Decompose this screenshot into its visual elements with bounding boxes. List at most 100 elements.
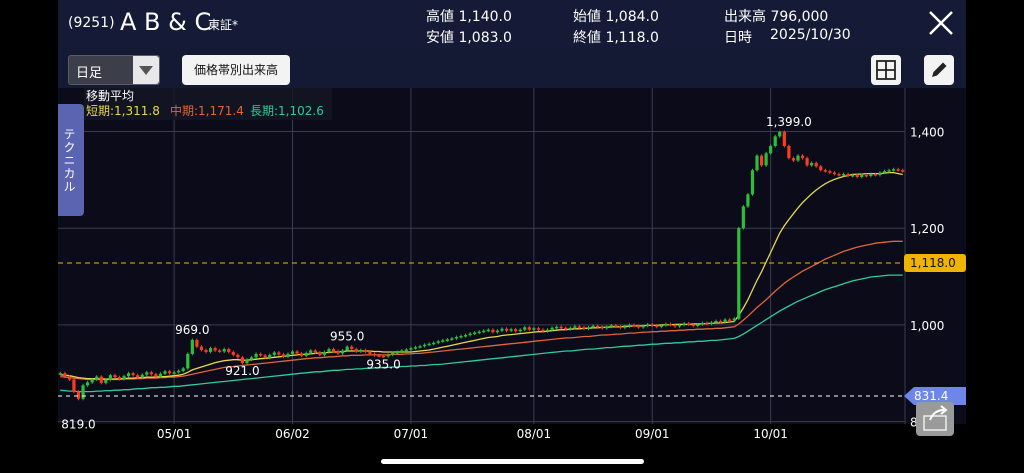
x-tick-label: 06/02 <box>275 427 310 441</box>
candle-body <box>518 329 522 332</box>
candle-body <box>140 374 144 378</box>
candle-body <box>295 351 299 354</box>
candle-body <box>828 171 832 173</box>
current-price-label: 1,118.0 <box>910 256 956 270</box>
candle-body <box>208 348 213 352</box>
candle-body <box>322 351 326 355</box>
candle-body <box>336 350 340 354</box>
pencil-icon <box>932 62 947 77</box>
candle-body <box>764 153 768 166</box>
candle-body <box>691 324 695 326</box>
candle-body <box>436 341 440 343</box>
candle-body <box>536 328 541 330</box>
candle-body <box>63 373 67 377</box>
candle-body <box>873 174 877 176</box>
candle-body <box>596 325 600 328</box>
candle-body <box>422 344 427 347</box>
y-tick-label: 1,000 <box>910 319 944 333</box>
low-price-badge <box>904 387 966 405</box>
date-value: 2025/10/30 <box>770 27 851 43</box>
candle-body <box>796 155 800 161</box>
candle-body <box>855 175 859 177</box>
technical-tab[interactable]: テクニカル <box>58 104 84 216</box>
candle-body <box>887 170 891 172</box>
candle-body <box>76 391 81 399</box>
candle-body <box>495 330 500 333</box>
candle-body <box>814 162 818 167</box>
candle-body <box>618 326 622 328</box>
share-button[interactable] <box>916 402 954 436</box>
candle-body <box>281 354 286 357</box>
candle-body <box>728 319 732 322</box>
candle-body <box>687 323 691 325</box>
candle-body <box>395 351 399 354</box>
legend-mid: 中期:1,171.4 <box>170 103 244 118</box>
ma-long-line <box>60 274 903 393</box>
candle-body <box>126 373 131 377</box>
candle-body <box>750 170 755 195</box>
period-select-value: 日足 <box>76 66 103 81</box>
close-button[interactable] <box>926 8 956 38</box>
candle-body <box>240 357 245 364</box>
candle-body <box>441 340 445 342</box>
candle-body <box>145 372 149 375</box>
candle-body <box>568 327 572 330</box>
candle-body <box>741 206 745 229</box>
candle-body <box>646 324 650 326</box>
candle-body <box>286 353 290 357</box>
candle-body <box>664 323 668 326</box>
candle-body <box>632 324 636 327</box>
candle-body <box>354 349 358 352</box>
candle-body <box>95 376 99 380</box>
candle-body <box>668 323 673 326</box>
candle-body <box>586 327 591 329</box>
candle-body <box>108 375 112 381</box>
candle-body <box>72 379 76 392</box>
candle-body <box>896 169 900 171</box>
candle-body <box>641 325 645 328</box>
low-price-label: 831.4 <box>914 389 948 403</box>
high-price: 高値 1,140.0 <box>426 9 512 25</box>
candle-body <box>637 325 641 328</box>
candle-body <box>391 352 395 355</box>
candle-body <box>327 349 331 352</box>
candle-body <box>418 346 422 348</box>
candle-body <box>263 355 267 358</box>
candle-body <box>186 353 190 369</box>
header: (9251) A B & C 東証* 高値 1,140.0 安値 1,083.0… <box>58 0 966 48</box>
price-annotation: 819.0 <box>61 417 95 431</box>
candle-body <box>791 158 796 161</box>
candle-body <box>167 371 172 374</box>
candle-body <box>878 172 882 176</box>
candle-body <box>90 379 94 383</box>
candle-body <box>331 349 336 351</box>
period-select[interactable]: 日足 <box>68 55 160 85</box>
technical-tab-label: テクニカル <box>62 128 76 193</box>
candle-body <box>759 155 764 166</box>
candle-body <box>363 350 367 352</box>
candle-body <box>523 327 527 330</box>
candle-body <box>277 352 281 355</box>
candle-body <box>149 372 153 375</box>
candle-body <box>527 327 531 330</box>
candle-body <box>550 327 554 330</box>
draw-button[interactable] <box>924 55 954 85</box>
candle-body <box>769 146 773 154</box>
candle-body <box>359 350 363 352</box>
candle-body <box>500 328 504 331</box>
volume-by-price-button[interactable]: 価格帯別出来高 <box>182 55 290 85</box>
legend-short: 短期:1,311.8 <box>86 104 160 118</box>
candle-body <box>372 353 377 356</box>
price-annotation: 921.0 <box>225 364 259 378</box>
candle-body <box>249 357 254 360</box>
layout-button[interactable] <box>871 55 901 85</box>
candle-body <box>846 174 850 176</box>
candle-body <box>300 353 304 356</box>
candle-body <box>787 146 791 159</box>
candle-body <box>677 324 682 327</box>
candle-body <box>532 328 536 330</box>
candle-body <box>555 326 559 329</box>
candle-body <box>231 351 235 355</box>
current-price-badge <box>904 254 966 272</box>
candle-body <box>67 376 71 380</box>
